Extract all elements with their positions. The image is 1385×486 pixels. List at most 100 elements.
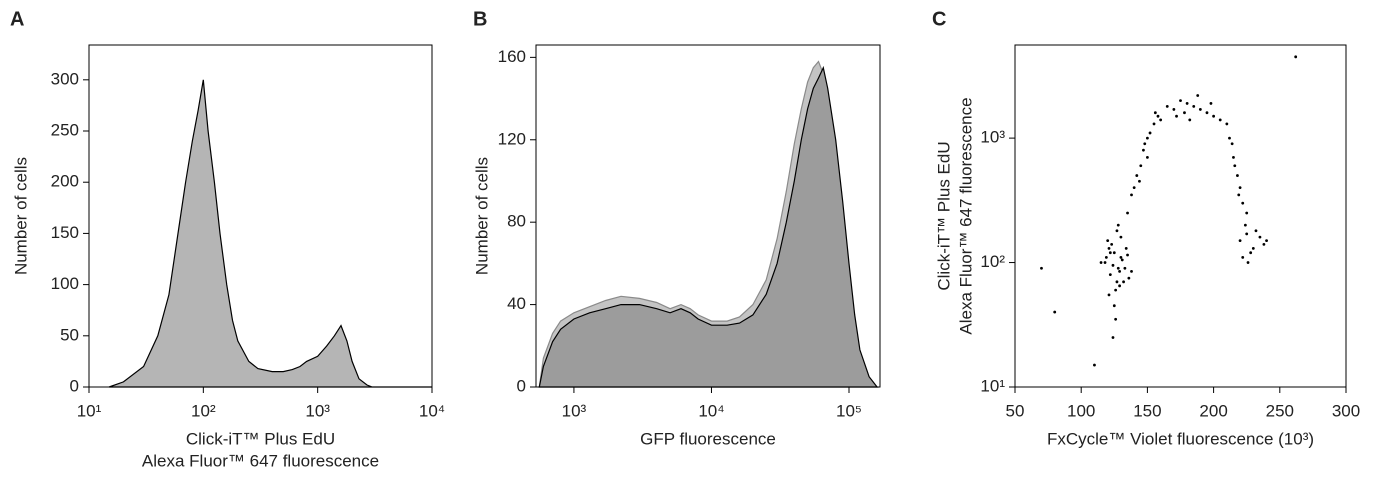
- point: [1142, 148, 1145, 152]
- point: [1099, 261, 1103, 264]
- point: [1112, 304, 1116, 308]
- point: [1225, 122, 1229, 126]
- point: [1114, 288, 1118, 292]
- point: [1138, 179, 1141, 183]
- point: [1175, 114, 1178, 118]
- point: [1106, 239, 1110, 243]
- y-tick-label: 40: [507, 294, 526, 313]
- point: [1124, 246, 1128, 250]
- x-tick-label: 250: [1266, 401, 1294, 420]
- y-tick-label: 10²: [980, 252, 1005, 271]
- point: [1238, 186, 1242, 190]
- y-tick-label: 150: [51, 223, 79, 242]
- point: [1112, 251, 1116, 255]
- point: [1108, 251, 1112, 255]
- point: [1188, 118, 1192, 122]
- point: [1251, 246, 1255, 250]
- point: [1130, 269, 1133, 273]
- point: [1111, 336, 1115, 339]
- point: [1126, 211, 1129, 215]
- y-tick-label: 120: [498, 129, 526, 148]
- x-axis-label: GFP fluorescence: [640, 429, 776, 448]
- y-tick-label: 0: [517, 376, 526, 395]
- point: [1246, 261, 1250, 264]
- point: [1143, 142, 1147, 146]
- point: [1294, 55, 1298, 59]
- panel-label: B: [473, 8, 487, 30]
- point: [1258, 235, 1262, 239]
- point: [1228, 136, 1231, 140]
- point: [1243, 223, 1247, 227]
- y-tick-label: 200: [51, 172, 79, 191]
- y-tick-label: 300: [51, 69, 79, 88]
- point: [1192, 104, 1196, 108]
- point: [1119, 256, 1123, 259]
- point: [1107, 246, 1111, 250]
- point: [1245, 211, 1249, 215]
- point: [1232, 155, 1235, 159]
- point: [1254, 229, 1258, 233]
- point: [1146, 155, 1149, 159]
- panel-label: C: [932, 8, 946, 30]
- point: [1265, 239, 1268, 243]
- y-axis-label: Number of cells: [472, 157, 491, 275]
- point: [1126, 253, 1129, 257]
- point: [1146, 136, 1149, 140]
- panel-label: A: [10, 8, 24, 30]
- x-tick-label: 100: [1067, 401, 1095, 420]
- point: [1110, 242, 1114, 246]
- point: [1196, 94, 1200, 97]
- point: [1130, 193, 1133, 197]
- point: [1212, 114, 1215, 118]
- point: [1123, 266, 1127, 270]
- x-axis-label: Alexa Fluor™ 647 fluorescence: [142, 451, 379, 470]
- point: [1118, 284, 1121, 288]
- point: [1156, 114, 1160, 118]
- point: [1159, 118, 1163, 122]
- point: [1111, 263, 1115, 267]
- x-tick-label: 10⁴: [419, 401, 445, 420]
- point: [1198, 108, 1202, 111]
- y-axis-label: Number of cells: [11, 157, 30, 275]
- point: [1183, 111, 1186, 115]
- point: [1249, 251, 1253, 255]
- y-tick-label: 0: [70, 376, 79, 395]
- x-tick-label: 10⁵: [836, 401, 862, 420]
- x-tick-label: 50: [1006, 401, 1025, 420]
- point: [1238, 239, 1242, 243]
- point: [1185, 102, 1189, 105]
- point: [1127, 276, 1131, 280]
- x-axis-label: Click-iT™ Plus EdU: [186, 429, 335, 448]
- x-tick-label: 200: [1199, 401, 1227, 420]
- point: [1115, 280, 1119, 284]
- point: [1233, 164, 1237, 168]
- point: [1236, 174, 1239, 177]
- point: [1053, 310, 1057, 314]
- point: [1165, 104, 1169, 108]
- x-tick-label: 150: [1133, 401, 1161, 420]
- point: [1103, 261, 1107, 264]
- y-tick-label: 80: [507, 212, 526, 231]
- y-tick-label: 50: [60, 325, 79, 344]
- point: [1108, 273, 1112, 277]
- y-axis-label: Alexa Fluor™ 647 fluorescence: [956, 97, 975, 334]
- plot-frame: [1014, 44, 1347, 388]
- point: [1230, 142, 1234, 146]
- point: [1205, 111, 1209, 115]
- point: [1262, 242, 1266, 246]
- y-tick-label: 10¹: [980, 376, 1005, 395]
- x-tick-label: 300: [1332, 401, 1360, 420]
- point: [1179, 99, 1182, 103]
- point: [1153, 111, 1157, 115]
- point: [1241, 256, 1245, 259]
- point: [1241, 201, 1245, 205]
- histogram-area: [538, 65, 879, 388]
- y-tick-label: 160: [498, 47, 526, 66]
- point: [1218, 118, 1222, 122]
- point: [1118, 269, 1121, 273]
- point: [1172, 108, 1176, 111]
- point: [1209, 102, 1213, 105]
- point: [1120, 258, 1124, 262]
- point: [1119, 235, 1123, 239]
